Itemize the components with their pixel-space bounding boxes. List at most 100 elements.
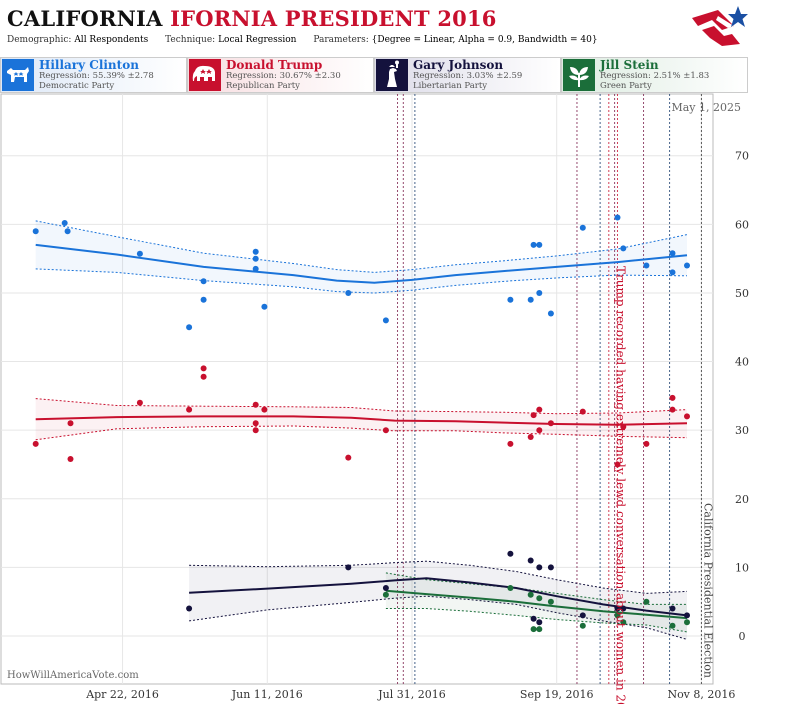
poll-point	[252, 265, 259, 272]
candidate-name: Gary Johnson	[413, 58, 504, 72]
poll-point	[684, 612, 690, 619]
candidate-regression: Regression: 30.67% ±2.30	[226, 71, 341, 81]
poll-point	[64, 228, 71, 235]
candidate-legend: Hillary Clinton Regression: 55.39% ±2.78…	[0, 57, 789, 93]
title-race: IFORNIA PRESIDENT 2016	[170, 6, 497, 31]
flag-star-logo-icon	[692, 6, 748, 46]
poll-point	[252, 420, 259, 427]
poll-point	[547, 420, 554, 427]
legend-item-clinton: Hillary Clinton Regression: 55.39% ±2.78…	[0, 57, 187, 93]
x-tick-label: Sep 19, 2016	[520, 688, 594, 701]
poll-point	[620, 245, 627, 252]
poll-point	[200, 373, 207, 380]
poll-point	[547, 310, 554, 317]
y-tick-label: 60	[735, 218, 749, 231]
annotation-election: California Presidential Election	[701, 503, 714, 678]
annotation-trump-tape: Trump recorded having extremely lewd con…	[614, 266, 628, 704]
trend-line	[385, 589, 688, 620]
poll-point	[382, 317, 389, 324]
poll-point	[684, 619, 690, 626]
x-axis: Apr 22, 2016 Jun 11, 2016 Jul 31, 2016 Sep …	[85, 688, 735, 701]
y-tick-label: 40	[735, 356, 749, 369]
plot-frame	[0, 93, 714, 685]
trend-line	[35, 243, 688, 284]
y-tick-label: 30	[735, 424, 749, 437]
title-state: CALIFORNIA	[7, 6, 163, 31]
poll-point	[579, 622, 586, 629]
candidate-regression: Regression: 55.39% ±2.78	[39, 71, 154, 81]
donkey-icon	[2, 59, 34, 91]
grid	[1, 94, 713, 684]
band-lower-line	[385, 608, 688, 633]
poll-point	[252, 401, 259, 408]
poll-point	[200, 296, 207, 303]
y-tick-label: 0	[739, 630, 746, 643]
poll-point	[527, 296, 534, 303]
poll-point	[684, 413, 690, 420]
confidence-band	[385, 572, 687, 632]
leaf-icon	[563, 59, 595, 91]
poll-point	[67, 420, 74, 427]
candidate-regression: Regression: 2.51% ±1.83	[600, 71, 710, 81]
candidate-name: Donald Trump	[226, 58, 323, 72]
y-tick-label: 20	[735, 493, 749, 506]
poll-point	[61, 220, 68, 226]
parameters-value: {Degree = Linear, Alpha = 0.9, Bandwidth…	[371, 35, 598, 45]
band-upper-line	[385, 572, 687, 605]
poll-point	[32, 440, 39, 447]
candidate-party: Democratic Party	[39, 81, 115, 91]
poll-point	[536, 619, 543, 626]
technique-value: Local Regression	[218, 35, 297, 45]
poll-point	[345, 564, 352, 571]
poll-point	[345, 454, 352, 461]
poll-point	[186, 406, 193, 413]
poll-point	[32, 228, 39, 235]
poll-point	[507, 585, 514, 591]
poll-point	[579, 224, 586, 231]
poll-point	[547, 564, 554, 571]
candidate-name: Hillary Clinton	[39, 58, 139, 72]
parameters-label: Parameters:	[313, 35, 369, 45]
poll-point	[530, 412, 537, 419]
poll-point	[527, 591, 534, 598]
demographic-label: Demographic:	[7, 35, 72, 45]
poll-point	[669, 406, 676, 413]
poll-point	[620, 605, 627, 612]
poll-point	[507, 440, 514, 447]
technique-label: Technique:	[165, 35, 216, 45]
poll-point	[536, 406, 543, 413]
candidate-name: Jill Stein	[600, 58, 659, 72]
confidence-band	[189, 561, 687, 640]
x-tick-label: Jun 11, 2016	[231, 688, 303, 701]
candidate-party: Republican Party	[226, 81, 300, 91]
band-upper-line	[35, 398, 688, 415]
x-tick-label: Apr 22, 2016	[85, 688, 159, 701]
y-axis: 0 10 20 30 40 50 60 70	[735, 150, 749, 643]
band-upper-line	[35, 220, 688, 273]
poll-point	[669, 605, 676, 612]
poll-point	[345, 290, 352, 296]
trend-line	[35, 415, 688, 426]
poll-point	[643, 262, 650, 269]
poll-point	[186, 324, 193, 331]
poll-point	[136, 250, 143, 257]
poll-point	[507, 550, 514, 557]
poll-point	[252, 248, 259, 255]
candidate-party: Green Party	[600, 81, 652, 91]
poll-point	[536, 427, 543, 434]
y-tick-label: 70	[735, 150, 749, 163]
band-lower-line	[35, 268, 688, 294]
poll-point	[382, 427, 389, 434]
poll-point	[547, 598, 554, 605]
poll-point	[252, 255, 259, 262]
poll-point	[186, 605, 193, 612]
poll-point	[530, 241, 537, 248]
poll-point	[136, 399, 143, 406]
x-tick-label: Jul 31, 2016	[377, 688, 446, 701]
candidate-regression: Regression: 3.03% ±2.59	[413, 71, 523, 81]
elephant-icon	[189, 59, 221, 91]
poll-point	[536, 626, 543, 633]
poll-point	[620, 423, 627, 430]
poll-point	[382, 585, 389, 591]
